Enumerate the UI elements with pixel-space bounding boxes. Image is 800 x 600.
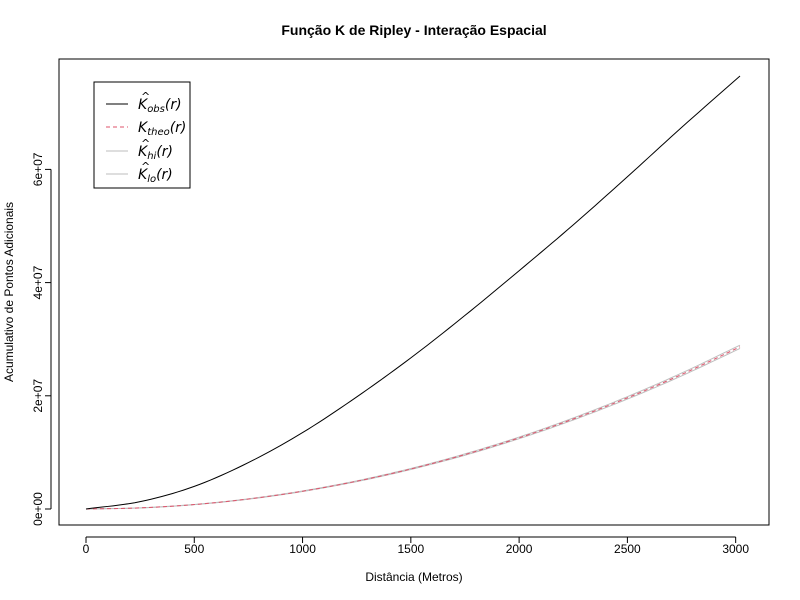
series-line-lo — [85, 348, 741, 510]
legend-box — [93, 81, 191, 189]
series-line-obs — [85, 75, 741, 510]
y-axis: 0e+00 2e+07 4e+07 6e+07 — [31, 152, 52, 526]
x-tick-label: 1000 — [289, 542, 316, 556]
legend-label-obs: Kobs(r) — [138, 97, 182, 115]
y-tick-label: 6e+07 — [31, 152, 45, 186]
x-tick-label: 2500 — [614, 542, 641, 556]
x-tick-label: 0 — [83, 542, 90, 556]
legend-hat-lo: ^ — [141, 160, 150, 173]
x-tick-label: 3000 — [722, 542, 749, 556]
y-tick-label: 4e+07 — [31, 265, 45, 299]
x-axis: 0 500 1000 1500 2000 2500 3000 — [83, 536, 749, 556]
y-tick-label: 0e+00 — [31, 492, 45, 526]
x-tick-label: 2000 — [506, 542, 533, 556]
legend-label-theo: Ktheo(r) — [138, 120, 186, 138]
x-tick-label: 1500 — [397, 542, 424, 556]
chart-title: Função K de Ripley - Interação Espacial — [281, 22, 546, 38]
series-line-theo — [85, 346, 741, 510]
x-tick-label: 500 — [184, 542, 204, 556]
x-axis-label: Distância (Metros) — [365, 570, 462, 584]
legend-hat-obs: ^ — [141, 90, 150, 103]
plot-frame — [58, 58, 770, 526]
y-tick-label: 2e+07 — [31, 379, 45, 413]
legend-label-lo: Klo(r) — [138, 167, 173, 185]
legend-label-hi: Khi(r) — [138, 144, 173, 162]
y-axis-label: Acumulativo de Pontos Adicionais — [2, 202, 16, 382]
legend: Kobs(r)^Ktheo(r)Khi(r)^Klo(r)^ — [93, 81, 191, 189]
series-layer — [85, 75, 741, 510]
legend-hat-hi: ^ — [141, 137, 150, 150]
series-line-hi — [85, 344, 741, 510]
